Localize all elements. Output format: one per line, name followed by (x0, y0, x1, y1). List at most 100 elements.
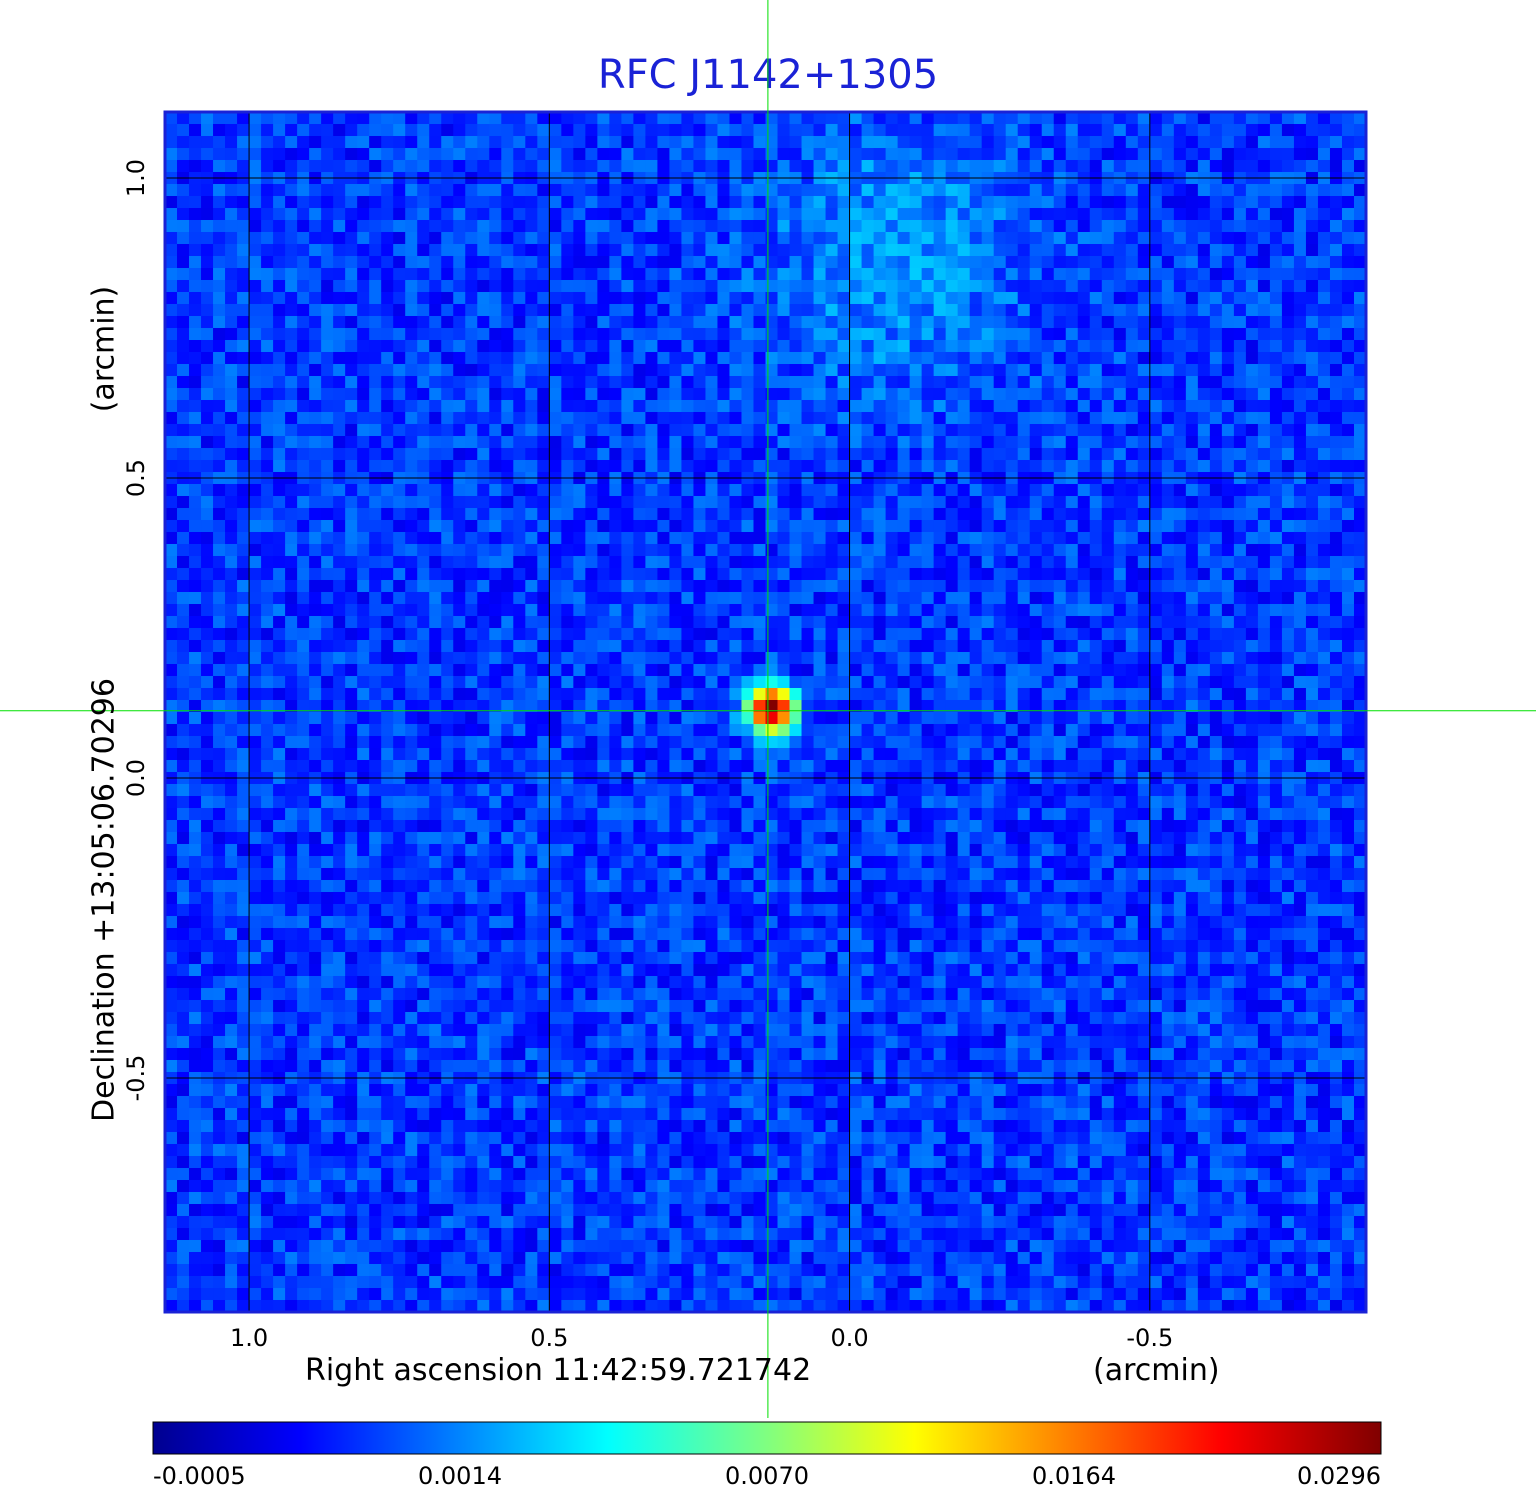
heatmap-pixel (189, 316, 202, 329)
heatmap-pixel (1353, 340, 1366, 353)
heatmap-pixel (717, 568, 731, 581)
heatmap-pixel (1089, 520, 1103, 533)
heatmap-pixel (441, 328, 454, 341)
heatmap-pixel (237, 652, 250, 665)
heatmap-pixel (1221, 448, 1235, 461)
heatmap-pixel (441, 544, 454, 557)
heatmap-pixel (573, 304, 586, 317)
heatmap-pixel (441, 268, 454, 281)
heatmap-pixel (405, 376, 418, 389)
heatmap-pixel (981, 580, 995, 593)
heatmap-pixel (837, 652, 851, 665)
heatmap-pixel (249, 532, 262, 545)
heatmap-pixel (297, 700, 310, 713)
heatmap-pixel (225, 220, 238, 233)
heatmap-pixel (1089, 388, 1103, 401)
heatmap-pixel (969, 316, 983, 329)
heatmap-pixel (1197, 280, 1211, 293)
heatmap-pixel (225, 592, 238, 605)
heatmap-pixel (585, 676, 598, 689)
heatmap-pixel (165, 676, 178, 689)
heatmap-pixel (273, 568, 286, 581)
heatmap-pixel (177, 232, 190, 245)
heatmap-pixel (609, 400, 622, 413)
heatmap-pixel (489, 604, 502, 617)
heatmap-pixel (1077, 184, 1091, 197)
heatmap-pixel (1329, 352, 1343, 365)
heatmap-pixel (1269, 412, 1283, 425)
heatmap-pixel (669, 196, 683, 209)
heatmap-pixel (249, 640, 262, 653)
heatmap-pixel (1053, 628, 1067, 641)
heatmap-pixel (777, 220, 791, 233)
heatmap-pixel (297, 352, 310, 365)
heatmap-pixel (1005, 124, 1019, 137)
heatmap-pixel (933, 340, 947, 353)
heatmap-pixel (453, 436, 466, 449)
heatmap-pixel (1125, 400, 1139, 413)
heatmap-pixel (1209, 448, 1223, 461)
heatmap-pixel (741, 280, 755, 293)
heatmap-pixel (1233, 340, 1247, 353)
heatmap-pixel (1137, 604, 1151, 617)
heatmap-pixel (1281, 700, 1295, 713)
heatmap-pixel (477, 400, 490, 413)
heatmap-pixel (1233, 196, 1247, 209)
heatmap-pixel (465, 568, 478, 581)
heatmap-pixel (1305, 280, 1319, 293)
heatmap-pixel (729, 448, 743, 461)
heatmap-pixel (1317, 424, 1331, 437)
heatmap-pixel (1053, 568, 1067, 581)
heatmap-pixel (1101, 148, 1115, 161)
heatmap-pixel (645, 568, 659, 581)
heatmap-pixel (1293, 460, 1307, 473)
heatmap-pixel (753, 148, 767, 161)
heatmap-pixel (621, 580, 634, 593)
heatmap-pixel (945, 112, 959, 125)
heatmap-pixel (657, 136, 671, 149)
heatmap-pixel (309, 412, 322, 425)
heatmap-pixel (1017, 676, 1031, 689)
heatmap-pixel (681, 316, 695, 329)
heatmap-pixel (957, 196, 971, 209)
heatmap-pixel (537, 544, 550, 557)
heatmap-pixel (489, 676, 502, 689)
heatmap-pixel (1233, 256, 1247, 269)
heatmap-pixel (825, 112, 839, 125)
heatmap-pixel (969, 652, 983, 665)
heatmap-pixel (297, 616, 310, 629)
heatmap-pixel (177, 124, 190, 137)
heatmap-pixel (945, 460, 959, 473)
heatmap-pixel (933, 364, 947, 377)
heatmap-pixel (273, 244, 286, 257)
heatmap-pixel (165, 352, 178, 365)
heatmap-pixel (549, 652, 562, 665)
heatmap-pixel (621, 436, 634, 449)
heatmap-pixel (1293, 196, 1307, 209)
heatmap-pixel (561, 364, 574, 377)
heatmap-pixel (597, 292, 610, 305)
heatmap-pixel (1173, 604, 1187, 617)
heatmap-pixel (177, 196, 190, 209)
heatmap-pixel (801, 112, 815, 125)
heatmap-pixel (1029, 496, 1043, 509)
heatmap-pixel (1341, 460, 1355, 473)
heatmap-pixel (309, 520, 322, 533)
heatmap-pixel (345, 136, 358, 149)
heatmap-pixel (261, 256, 274, 269)
heatmap-pixel (1149, 148, 1163, 161)
heatmap-pixel (885, 544, 899, 557)
heatmap-pixel (1029, 700, 1043, 713)
heatmap-pixel (753, 460, 767, 473)
heatmap-pixel (693, 616, 707, 629)
heatmap-pixel (1293, 532, 1307, 545)
heatmap-pixel (333, 436, 346, 449)
heatmap-pixel (261, 544, 274, 557)
heatmap-pixel (765, 304, 779, 317)
heatmap-pixel (1017, 592, 1031, 605)
heatmap-pixel (693, 580, 707, 593)
heatmap-pixel (609, 376, 622, 389)
heatmap-pixel (549, 244, 562, 257)
heatmap-pixel (1029, 508, 1043, 521)
heatmap-pixel (261, 460, 274, 473)
